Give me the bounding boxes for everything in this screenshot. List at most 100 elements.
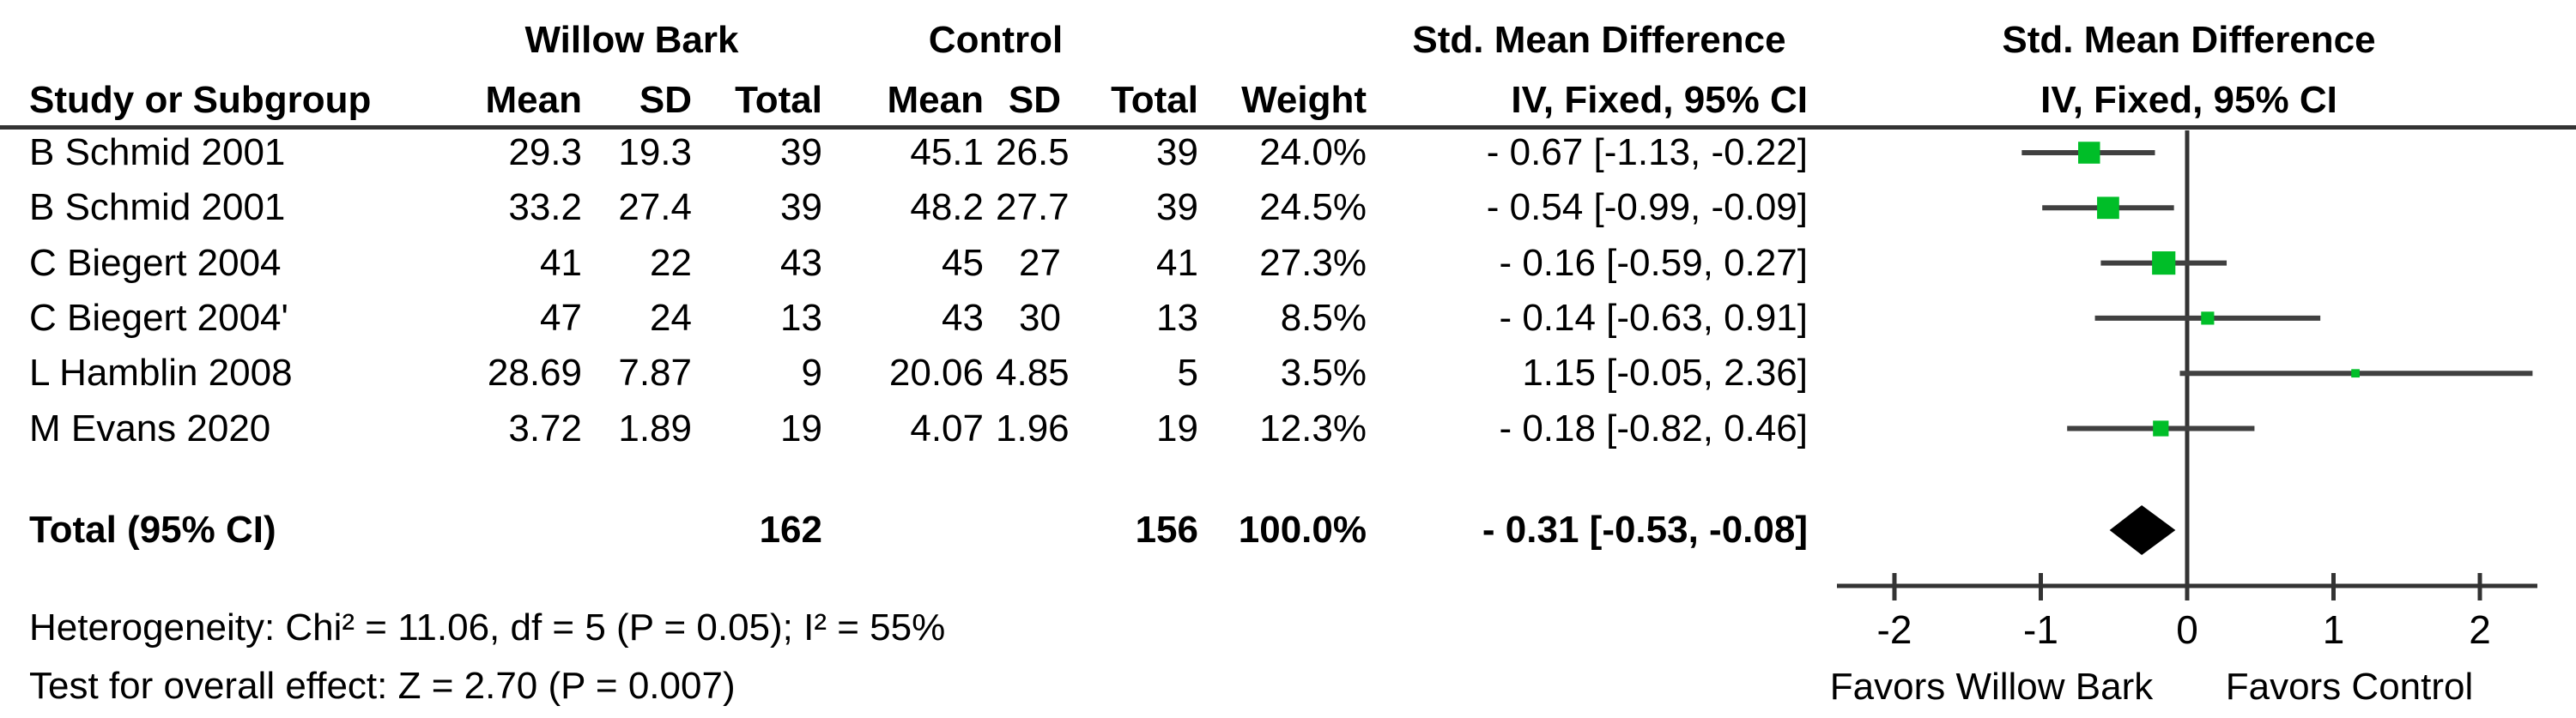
group1-total-cell: 13 bbox=[780, 296, 822, 339]
total-weight-cell: 100.0% bbox=[1238, 508, 1367, 551]
group1-sd-cell: 19.3 bbox=[618, 130, 692, 173]
effect-square bbox=[2152, 251, 2176, 275]
weight-header: Weight bbox=[1241, 78, 1367, 121]
group1-total-cell: 19 bbox=[780, 407, 822, 450]
effect-square bbox=[2351, 369, 2360, 378]
header-rule bbox=[0, 125, 2576, 130]
study-name: L Hamblin 2008 bbox=[29, 351, 293, 394]
study-col-header: Study or Subgroup bbox=[29, 78, 372, 121]
smd-ci-cell: - 0.67 [-1.13, -0.22] bbox=[1486, 130, 1808, 173]
smd-text-column-title: Std. Mean Difference bbox=[1412, 19, 1786, 61]
effect-square bbox=[2078, 142, 2100, 164]
smd-ci-cell: - 0.54 [-0.99, -0.09] bbox=[1486, 185, 1808, 228]
group2-sd-cell: 26.5 bbox=[996, 130, 1070, 173]
study-name: B Schmid 2001 bbox=[29, 130, 286, 173]
group1-sd-cell: 7.87 bbox=[618, 351, 692, 394]
study-row: B Schmid 2001 33.2 27.4 39 48.2 27.7 39 24.5% - … bbox=[0, 180, 1820, 235]
group1-sd-cell: 1.89 bbox=[618, 407, 692, 450]
group1-mean-cell: 29.3 bbox=[508, 130, 582, 173]
study-row: C Biegert 2004 41 22 43 45 27 41 27.3% - 0.16 [-… bbox=[0, 236, 1820, 291]
axis-tick-label: -1 bbox=[2023, 607, 2058, 652]
weight-cell: 3.5% bbox=[1280, 351, 1367, 394]
overall-effect-line: Test for overall effect: Z = 2.70 (P = 0… bbox=[29, 665, 736, 707]
smd-plot-ci-header: IV, Fixed, 95% CI bbox=[2040, 79, 2337, 121]
group1-total-cell: 9 bbox=[801, 351, 822, 394]
favors-left-label: Favors Willow Bark bbox=[1830, 666, 2154, 708]
group1-mean-cell: 33.2 bbox=[508, 185, 582, 228]
group2-mean-cell: 48.2 bbox=[910, 185, 984, 228]
group2-sd-cell: 1.96 bbox=[996, 407, 1070, 450]
group1-total-header: Total bbox=[735, 78, 822, 121]
group2-mean-cell: 43 bbox=[942, 296, 984, 339]
axis-tick-label: 1 bbox=[2323, 607, 2345, 652]
group1-mean-cell: 47 bbox=[540, 296, 582, 339]
axis-tick-label: 2 bbox=[2469, 607, 2491, 652]
study-name: C Biegert 2004' bbox=[29, 296, 288, 339]
weight-cell: 12.3% bbox=[1259, 407, 1367, 450]
group1-sd-cell: 27.4 bbox=[618, 185, 692, 228]
weight-cell: 27.3% bbox=[1259, 241, 1367, 284]
smd-plot-column-title: Std. Mean Difference bbox=[2002, 19, 2376, 61]
group2-mean-cell: 20.06 bbox=[888, 351, 984, 394]
group1-sd-cell: 22 bbox=[650, 241, 692, 284]
group2-total-cell: 39 bbox=[1156, 185, 1198, 228]
column-header-row: Study or Subgroup Mean SD Total Mean SD … bbox=[0, 75, 1820, 125]
effect-square bbox=[2153, 420, 2169, 437]
effect-square bbox=[2201, 311, 2215, 325]
group1-total-cell: 39 bbox=[780, 185, 822, 228]
axis-tick-label: -2 bbox=[1877, 607, 1912, 652]
weight-cell: 24.5% bbox=[1259, 185, 1367, 228]
smd-ci-cell: - 0.14 [-0.63, 0.91] bbox=[1499, 296, 1808, 339]
group2-sd-header: SD bbox=[1008, 78, 1061, 121]
weight-cell: 24.0% bbox=[1259, 130, 1367, 173]
group1-sd-header: SD bbox=[639, 78, 692, 121]
group2-sd-cell: 4.85 bbox=[996, 351, 1070, 394]
group1-total-cell: 39 bbox=[780, 130, 822, 173]
smd-ci-cell: 1.15 [-0.05, 2.36] bbox=[1522, 351, 1808, 394]
group1-mean-cell: 41 bbox=[540, 241, 582, 284]
total-row: Total (95% CI) 162 156 100.0% - 0.31 [-0… bbox=[0, 503, 1820, 558]
study-name: M Evans 2020 bbox=[29, 407, 271, 450]
group2-mean-header: Mean bbox=[887, 78, 984, 121]
smd-ci-cell: - 0.16 [-0.59, 0.27] bbox=[1499, 241, 1808, 284]
group2-total-header: Total bbox=[1111, 78, 1198, 121]
total-n1-cell: 162 bbox=[759, 508, 822, 551]
study-row: C Biegert 2004' 47 24 13 43 30 13 8.5% - 0.14 [-… bbox=[0, 291, 1820, 346]
group2-total-cell: 5 bbox=[1177, 351, 1198, 394]
group2-sd-cell: 27.7 bbox=[996, 185, 1070, 228]
study-row: B Schmid 2001 29.3 19.3 39 45.1 26.5 39 24.0% - … bbox=[0, 125, 1820, 180]
group2-total-cell: 39 bbox=[1156, 130, 1198, 173]
weight-cell: 8.5% bbox=[1280, 296, 1367, 339]
group2-total-cell: 41 bbox=[1156, 241, 1198, 284]
total-label: Total (95% CI) bbox=[29, 508, 276, 551]
group1-mean-cell: 3.72 bbox=[508, 407, 582, 450]
favors-right-label: Favors Control bbox=[2226, 666, 2474, 708]
group1-total-cell: 43 bbox=[780, 241, 822, 284]
study-name: C Biegert 2004 bbox=[29, 241, 282, 284]
total-smd-cell: - 0.31 [-0.53, -0.08] bbox=[1482, 508, 1808, 551]
summary-diamond bbox=[2109, 505, 2176, 555]
group2-mean-cell: 4.07 bbox=[910, 407, 984, 450]
group2-mean-cell: 45.1 bbox=[910, 130, 984, 173]
group1-sd-cell: 24 bbox=[650, 296, 692, 339]
study-name: B Schmid 2001 bbox=[29, 185, 286, 228]
group2-header: Control bbox=[928, 19, 1064, 61]
group2-mean-cell: 45 bbox=[942, 241, 984, 284]
group1-header: Willow Bark bbox=[524, 19, 739, 61]
group2-total-cell: 13 bbox=[1156, 296, 1198, 339]
group1-mean-cell: 28.69 bbox=[487, 351, 582, 394]
group2-sd-cell: 30 bbox=[1019, 296, 1061, 339]
effect-square bbox=[2097, 196, 2119, 220]
axis-tick-label: 0 bbox=[2176, 607, 2198, 652]
group2-sd-cell: 27 bbox=[1019, 241, 1061, 284]
group2-total-cell: 19 bbox=[1156, 407, 1198, 450]
group1-mean-header: Mean bbox=[485, 78, 582, 121]
study-row: L Hamblin 2008 28.69 7.87 9 20.06 4.85 5 3.5% 1.… bbox=[0, 346, 1820, 401]
total-n2-cell: 156 bbox=[1135, 508, 1198, 551]
heterogeneity-line: Heterogeneity: Chi² = 11.06, df = 5 (P =… bbox=[29, 606, 946, 649]
study-row: M Evans 2020 3.72 1.89 19 4.07 1.96 19 12.3% - 0… bbox=[0, 401, 1820, 456]
smd-ci-header: IV, Fixed, 95% CI bbox=[1511, 78, 1808, 121]
smd-ci-cell: - 0.18 [-0.82, 0.46] bbox=[1499, 407, 1808, 450]
